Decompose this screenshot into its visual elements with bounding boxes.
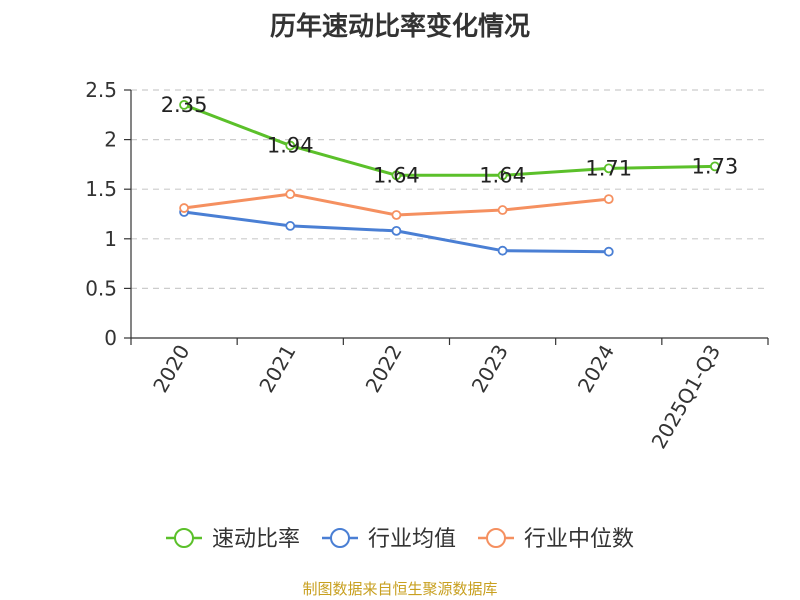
data-point — [497, 205, 508, 215]
legend-item-0[interactable]: 速动比率 — [166, 527, 300, 552]
x-tick-label: 2021 — [254, 341, 300, 397]
data-point — [497, 245, 508, 256]
y-tick-label: 0 — [104, 326, 117, 350]
legend-item-2[interactable]: 行业中位数 — [478, 527, 634, 552]
legend-label: 速动比率 — [212, 527, 300, 552]
data-label: 1.71 — [585, 156, 632, 180]
legend-label: 行业中位数 — [524, 527, 634, 552]
y-tick-label: 2.5 — [85, 78, 117, 102]
legend-label: 行业均值 — [368, 527, 456, 552]
data-label: 1.64 — [373, 163, 420, 187]
data-point — [285, 189, 296, 200]
data-point — [285, 140, 296, 151]
x-tick-label: 2023 — [467, 341, 513, 397]
data-point — [391, 210, 402, 220]
y-tick-label: 0.5 — [85, 276, 117, 300]
data-point — [710, 161, 720, 172]
data-point — [285, 221, 296, 231]
data-point — [603, 194, 614, 205]
grid-lines — [131, 89, 768, 289]
data-label: 1.64 — [479, 163, 526, 187]
data-point — [603, 246, 614, 257]
source-note: 制图数据来自恒生聚源数据库 — [302, 580, 498, 598]
x-tick-label: 2020 — [148, 341, 194, 397]
y-tick-label: 2 — [104, 128, 117, 152]
data-point — [391, 225, 402, 236]
series-group — [179, 99, 720, 257]
data-point — [179, 99, 189, 110]
data-point — [497, 170, 508, 181]
axes: 0 0.5 1 1.5 2 2.5 2020 2021 2022 2023 2024 2025Q1-Q… — [85, 78, 769, 453]
x-tick-label: 2022 — [361, 341, 407, 397]
data-labels: 2.35 1.94 1.64 1.64 1.71 1.73 — [161, 93, 739, 187]
data-point — [391, 170, 402, 181]
legend-swatch-marker — [174, 528, 194, 548]
legend[interactable]: 速动比率 行业均值 行业中位数 — [166, 527, 634, 552]
data-point — [603, 163, 614, 174]
legend-swatch-marker — [330, 528, 350, 548]
legend-swatch-marker — [486, 528, 506, 548]
data-label: 2.35 — [161, 93, 208, 117]
data-point — [179, 203, 189, 213]
series-line-0 — [183, 103, 715, 177]
y-tick-label: 1.5 — [85, 177, 117, 201]
data-label: 1.94 — [267, 134, 314, 158]
x-tick-label: 2024 — [573, 341, 619, 397]
y-tick-label: 1 — [104, 227, 117, 251]
legend-item-1[interactable]: 行业均值 — [322, 527, 456, 552]
x-tick-label: 2025Q1-Q3 — [647, 341, 726, 453]
data-label: 1.73 — [692, 154, 739, 178]
chart-title: 历年速动比率变化情况 — [269, 12, 530, 42]
